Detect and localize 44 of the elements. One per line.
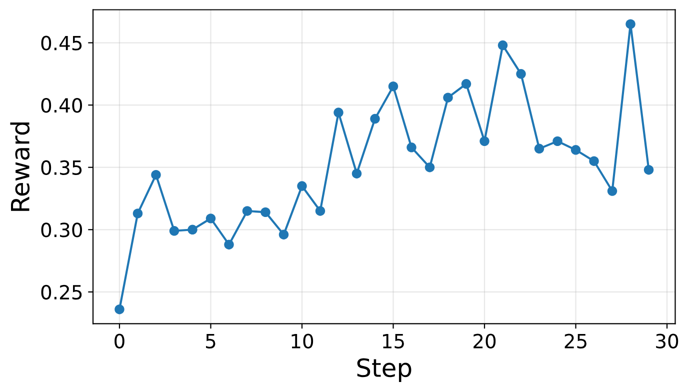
- point: [406, 142, 416, 152]
- point: [315, 206, 326, 216]
- point: [589, 156, 599, 166]
- y-tick-label: 0.40: [41, 98, 82, 113]
- point: [607, 186, 618, 196]
- point: [297, 181, 307, 191]
- point: [498, 40, 508, 50]
- point: [534, 144, 544, 154]
- x-tick-label: 10: [292, 334, 314, 348]
- point: [552, 136, 562, 146]
- point: [352, 168, 362, 178]
- point: [242, 206, 252, 216]
- point: [278, 230, 289, 240]
- point: [334, 108, 344, 118]
- point: [626, 19, 636, 29]
- point: [169, 226, 180, 236]
- x-tick-label: 30: [656, 334, 678, 348]
- y-tick-label: 0.35: [41, 160, 82, 176]
- point: [644, 164, 654, 175]
- x-tick-label: 15: [383, 334, 404, 348]
- x-tick-label: 5: [206, 334, 216, 348]
- point: [480, 136, 490, 146]
- point: [114, 304, 124, 314]
- point: [260, 207, 270, 218]
- point: [224, 240, 234, 250]
- x-tick-label: 20: [474, 334, 496, 348]
- point: [461, 79, 472, 89]
- point: [570, 145, 581, 155]
- point: [424, 162, 435, 172]
- x-axis-title: Step: [357, 358, 412, 382]
- point: [151, 170, 161, 180]
- y-axis-title: Reward: [10, 122, 30, 211]
- point: [206, 214, 216, 224]
- point: [188, 224, 198, 234]
- y-tick-label: 0.25: [41, 284, 82, 300]
- x-tick-label: 0: [114, 334, 124, 348]
- x-tick-label: 25: [564, 334, 586, 348]
- point: [516, 69, 526, 79]
- point: [370, 114, 380, 124]
- point: [388, 82, 398, 92]
- y-tick-label: 0.30: [41, 222, 82, 238]
- point: [443, 92, 453, 102]
- point: [132, 208, 143, 218]
- y-tick-label: 0.45: [41, 36, 82, 50]
